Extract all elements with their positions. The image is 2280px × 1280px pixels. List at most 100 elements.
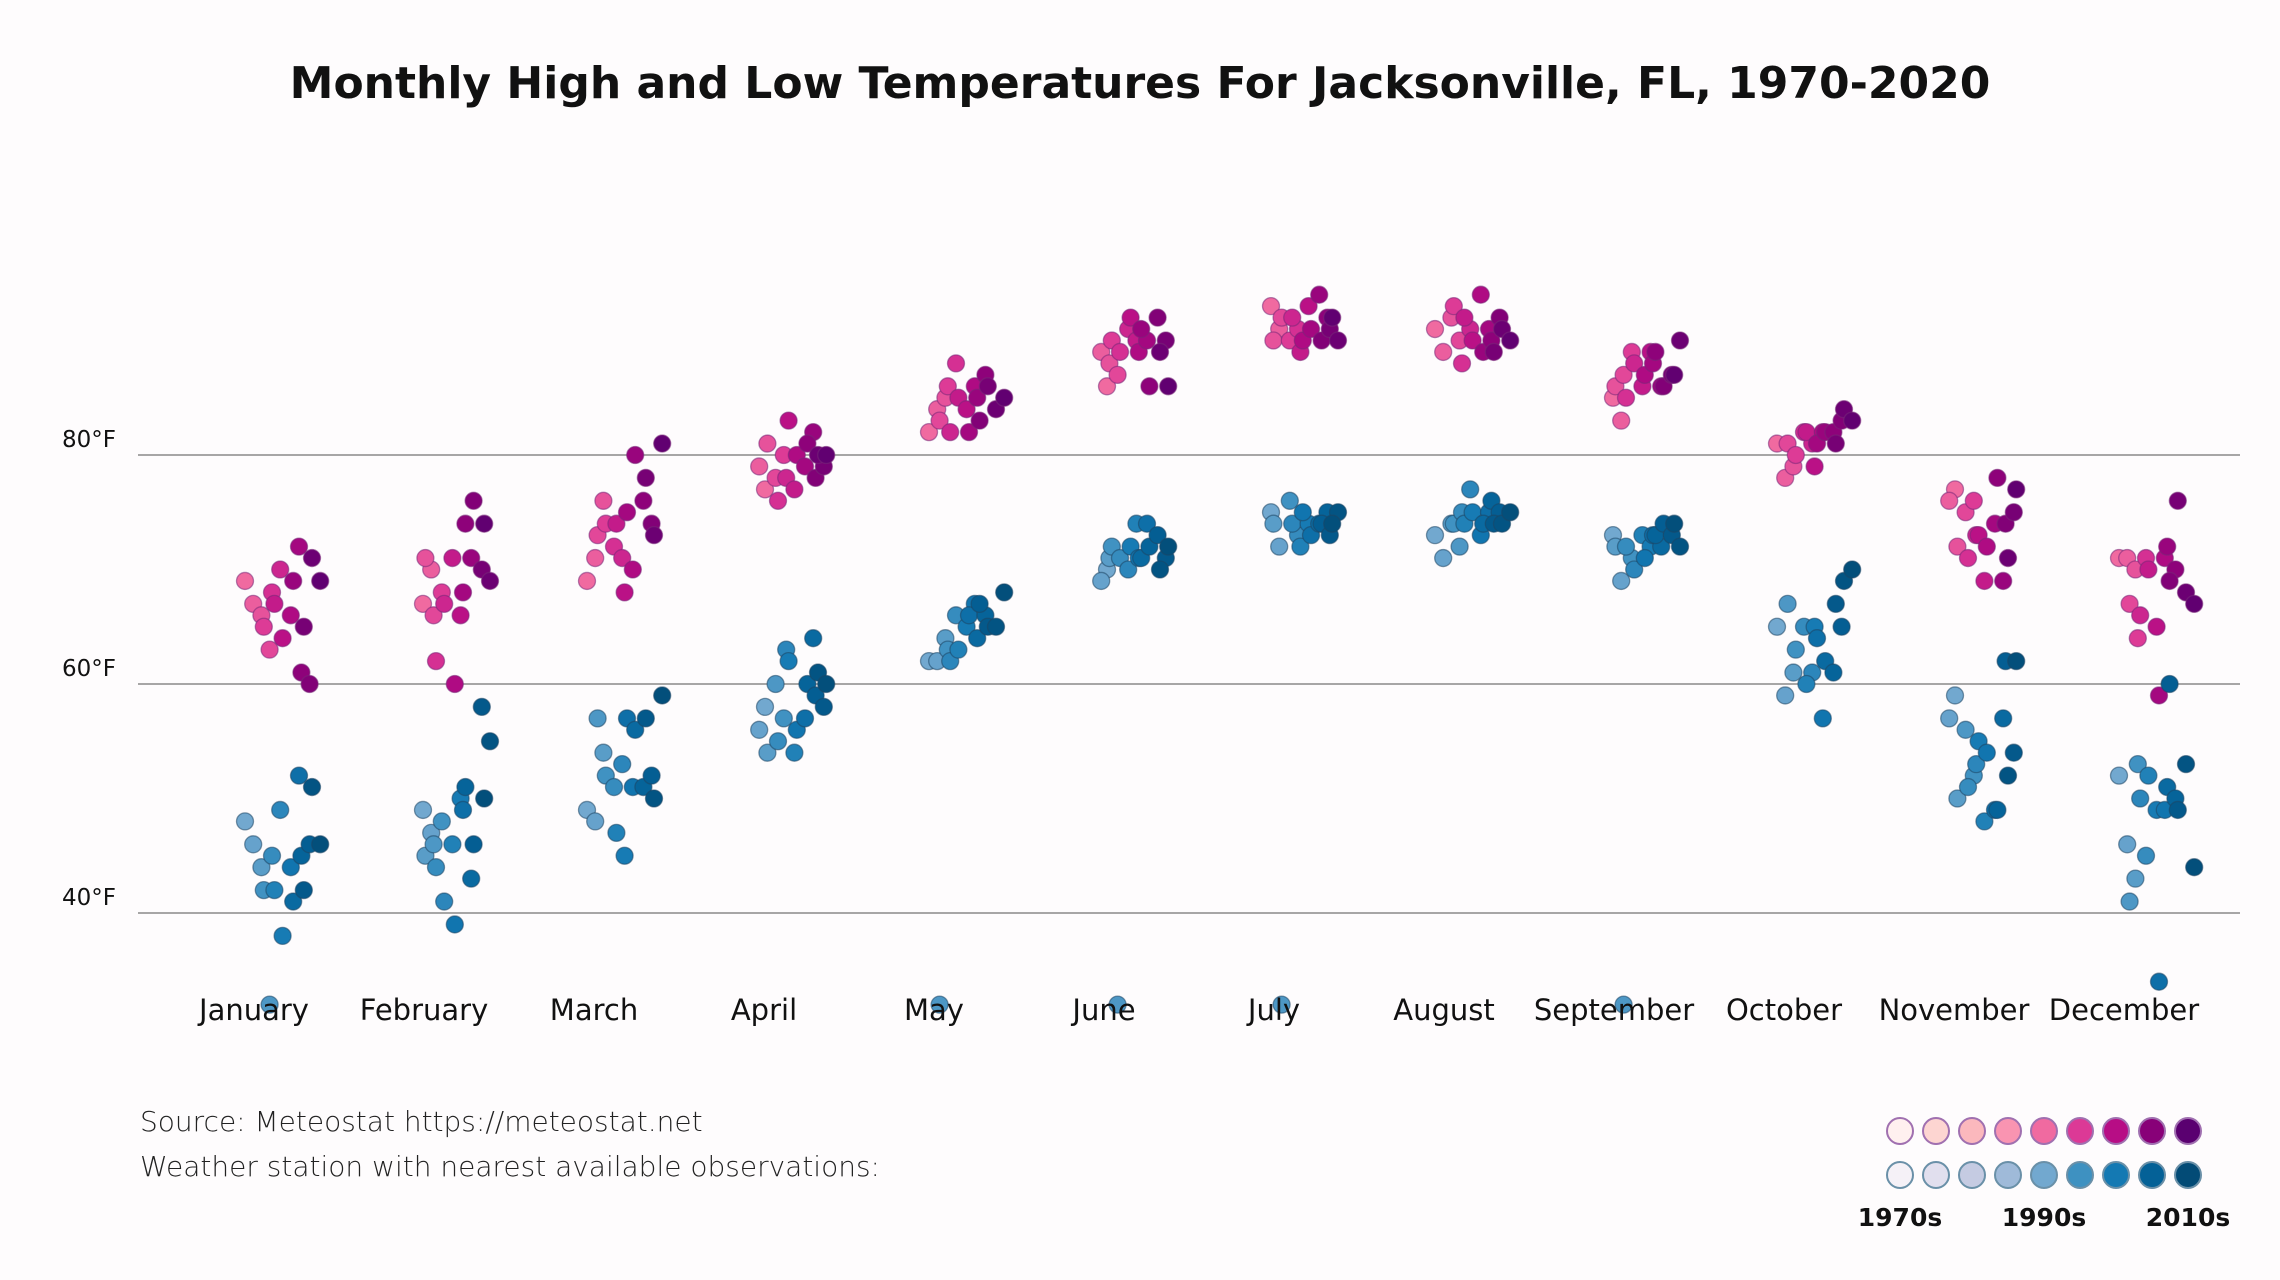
high-temp-point <box>2185 594 2204 613</box>
month-label: December <box>2049 993 2199 1027</box>
high-temp-point <box>1670 331 1690 350</box>
high-temp-point <box>1964 491 1983 510</box>
low-temp-point <box>262 846 282 865</box>
high-temp-point <box>755 480 775 499</box>
legend-swatch <box>1958 1117 1986 1145</box>
low-temp-point <box>424 835 443 854</box>
high-temp-point <box>644 526 664 545</box>
high-temp-point <box>1625 354 1644 373</box>
low-temp-point <box>456 777 475 797</box>
high-temp-point <box>284 571 303 591</box>
high-temp-point <box>968 388 987 407</box>
high-temp-point <box>995 388 1014 407</box>
low-temp-point <box>2176 755 2196 774</box>
low-temp-point <box>2136 846 2156 865</box>
high-temp-point <box>1328 331 1348 350</box>
high-temp-point <box>1994 571 2013 591</box>
low-temp-point <box>273 926 292 946</box>
data-points <box>235 285 2204 1014</box>
high-temp-point <box>1108 365 1127 385</box>
low-temp-point <box>1786 640 1805 659</box>
low-temp-point <box>1108 995 1127 1014</box>
low-temp-point <box>2004 743 2023 762</box>
low-temp-point <box>1670 537 1690 556</box>
low-temp-point <box>949 640 968 659</box>
low-temp-point <box>995 583 1014 602</box>
high-temp-point <box>577 571 597 591</box>
low-temp-point <box>588 709 607 728</box>
low-temp-point <box>1323 514 1342 533</box>
low-temp-point <box>445 915 464 934</box>
low-temp-point <box>289 766 309 785</box>
high-temp-point <box>1826 434 1845 453</box>
low-temp-point <box>413 800 433 820</box>
high-temp-point <box>1097 377 1117 396</box>
high-temp-point <box>1425 319 1445 339</box>
low-temp-point <box>1148 526 1167 545</box>
month-label: May <box>904 993 964 1027</box>
legend-swatch <box>2174 1117 2202 1145</box>
low-temp-point <box>462 869 481 888</box>
low-temp-point <box>615 846 634 865</box>
low-temp-point <box>1956 720 1975 739</box>
low-temp-point <box>779 651 798 671</box>
high-temp-point <box>1444 296 1463 316</box>
low-temp-point <box>464 835 483 854</box>
low-temp-point <box>265 880 284 900</box>
month-label: January <box>197 993 309 1027</box>
low-temp-point <box>1948 789 1967 808</box>
high-temp-point <box>1310 285 1329 304</box>
high-temp-point <box>1975 571 1994 591</box>
low-temp-point <box>1832 617 1851 636</box>
low-temp-point <box>2128 755 2147 774</box>
high-temp-point <box>2007 480 2026 499</box>
low-temp-point <box>1137 514 1157 533</box>
low-temp-point <box>814 697 833 717</box>
low-temp-point <box>1797 674 1816 694</box>
low-temp-point <box>2139 766 2158 785</box>
low-temp-point <box>1807 629 1827 648</box>
high-temp-point <box>970 411 989 430</box>
high-temp-point <box>1501 331 1520 350</box>
low-temp-point <box>1461 480 1480 499</box>
high-temp-point <box>1110 342 1130 362</box>
high-temp-point <box>1958 548 1978 568</box>
legend-label: 1970s <box>1858 1203 1942 1232</box>
low-temp-point <box>2118 835 2137 854</box>
high-temp-point <box>265 594 284 613</box>
high-temp-point <box>779 411 798 430</box>
low-temp-point <box>758 743 777 762</box>
low-temp-point <box>930 995 949 1014</box>
low-temp-point <box>1967 755 1986 774</box>
high-temp-point <box>1612 411 1631 430</box>
low-temp-point <box>2109 766 2129 785</box>
high-temp-point <box>1471 285 1490 304</box>
low-temp-point <box>235 812 255 831</box>
low-temp-point <box>244 835 263 854</box>
chart-title: Monthly High and Low Temperatures For Ja… <box>290 58 1991 109</box>
high-temp-point <box>260 640 279 659</box>
low-temp-point <box>2160 674 2179 694</box>
high-temp-point <box>2160 571 2179 591</box>
high-temp-point <box>2168 491 2187 510</box>
high-temp-point <box>1940 491 1959 510</box>
legend-swatch <box>2138 1161 2166 1189</box>
high-temp-point <box>294 617 313 636</box>
legend-label: 1990s <box>2002 1203 2086 1232</box>
low-temp-point <box>1291 537 1310 556</box>
y-tick-label: 60°F <box>62 656 116 682</box>
high-temp-point <box>817 445 836 465</box>
legend-swatch <box>2030 1117 2058 1145</box>
high-temp-point <box>1948 537 1967 556</box>
low-temp-point <box>1824 663 1843 682</box>
low-temp-point <box>1092 571 1111 591</box>
low-temp-point <box>644 789 664 808</box>
high-temp-point <box>1261 296 1281 316</box>
high-temp-point <box>300 674 319 694</box>
low-temp-point <box>284 892 303 911</box>
low-temp-point <box>1434 548 1453 568</box>
legend-swatch <box>2030 1161 2058 1189</box>
low-temp-point <box>1272 995 1291 1014</box>
legend-swatch <box>1886 1117 1914 1145</box>
station-note: Weather station with nearest available o… <box>140 1150 880 1183</box>
